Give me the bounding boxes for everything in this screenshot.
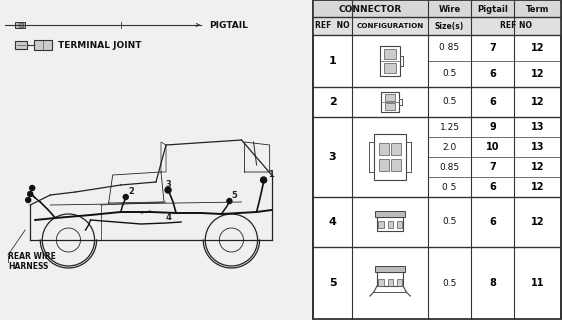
Text: 5: 5 [232,191,237,200]
Text: 12: 12 [531,97,544,107]
Text: 7: 7 [489,162,496,172]
Text: 10: 10 [486,142,499,152]
Text: 4: 4 [329,217,337,227]
Text: 0 5: 0 5 [442,182,457,191]
Text: 0 85: 0 85 [439,44,460,52]
Text: 5: 5 [329,278,337,288]
Text: 2: 2 [129,187,135,196]
Text: Size(s): Size(s) [435,21,464,30]
Text: 0.5: 0.5 [442,98,457,107]
Text: Wire: Wire [438,4,461,13]
Bar [397,279,402,286]
Text: 13: 13 [531,142,544,152]
Text: CONNECTOR: CONNECTOR [339,4,402,13]
Text: 3: 3 [329,152,337,162]
Text: 2.0: 2.0 [442,142,457,151]
Text: 13: 13 [531,122,544,132]
Text: REF  NO: REF NO [315,21,350,30]
Text: 12: 12 [531,182,544,192]
Bar [385,103,395,110]
Bar [375,266,405,272]
Text: 0.5: 0.5 [442,278,457,287]
Text: Term: Term [525,4,549,13]
Bar [388,220,393,228]
Text: CONFIGURATION: CONFIGURATION [356,23,424,29]
Bar [374,134,406,180]
Text: 9: 9 [489,122,496,132]
Text: 12: 12 [531,162,544,172]
Text: 0.85: 0.85 [439,163,460,172]
Text: 0.5: 0.5 [442,218,457,227]
Bar [384,49,396,59]
Text: 2: 2 [329,97,337,107]
Bar [378,279,383,286]
Bar [375,211,405,217]
Bar [397,220,402,228]
Text: 12: 12 [531,69,544,79]
Text: 1: 1 [329,56,337,66]
Bar [379,143,389,155]
Text: 6: 6 [489,182,496,192]
Bar [15,41,27,49]
Text: REF NO: REF NO [500,21,532,30]
Circle shape [227,198,232,204]
Text: 0.5: 0.5 [442,69,457,78]
Circle shape [261,177,266,183]
Bar [378,220,383,228]
Text: 12: 12 [531,217,544,227]
Bar [377,272,403,286]
Circle shape [26,197,31,203]
Text: 4: 4 [166,213,172,222]
Circle shape [123,195,128,199]
Text: 1: 1 [268,170,274,179]
Bar [313,17,561,35]
Circle shape [28,191,33,196]
Bar [384,63,396,73]
Text: PIGTAIL: PIGTAIL [209,20,248,29]
Text: TERMINAL JOINT: TERMINAL JOINT [58,41,142,50]
Circle shape [165,187,171,193]
Bar [380,46,400,76]
Bar [15,22,25,28]
Bar [377,217,403,231]
Bar [385,94,395,101]
Text: 7: 7 [489,43,496,53]
Bar [388,279,393,286]
Bar [19,23,23,27]
Circle shape [30,186,35,190]
Text: 1.25: 1.25 [439,123,460,132]
Bar [391,143,401,155]
Text: 6: 6 [489,217,496,227]
Text: 6: 6 [489,97,496,107]
Text: REAR WIRE
HARNESS: REAR WIRE HARNESS [8,252,56,271]
Text: 12: 12 [531,43,544,53]
Bar [34,40,52,50]
Text: 3: 3 [165,180,171,189]
Bar [379,159,389,171]
Text: 6: 6 [489,69,496,79]
Bar [381,92,399,112]
Text: 8: 8 [489,278,496,288]
Text: 11: 11 [531,278,544,288]
Bar [391,159,401,171]
Bar [313,1,561,17]
Text: Pigtail: Pigtail [477,4,508,13]
